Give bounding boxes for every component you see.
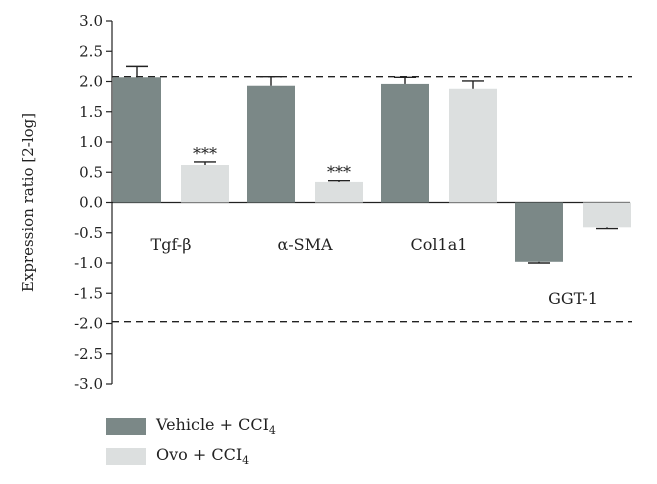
legend-label-vehicle: Vehicle + CCI4 (156, 414, 276, 438)
bar (515, 202, 563, 262)
bar-chart: 3.0 2.5 2.0 1.5 1.0 0.5 0.0 -0.5 -1.0 -1.5 -2.0 -2.… (19, 12, 632, 393)
legend-item-vehicle: Vehicle + CCI4 (106, 414, 276, 438)
y-tick-label: -3.0 (74, 375, 103, 393)
legend-label-ovo: Ovo + CCI4 (156, 444, 250, 468)
legend-swatch-vehicle (106, 417, 146, 435)
significance-label: *** (327, 163, 351, 182)
category-label: GGT-1 (548, 289, 598, 308)
category-label: α-SMA (277, 235, 333, 254)
y-axis-label: Expression ratio [2-log] (19, 113, 37, 292)
category-label: Col1a1 (411, 235, 468, 254)
bar (247, 85, 295, 203)
y-tick-label: 1.0 (79, 133, 103, 151)
bar (381, 83, 429, 203)
y-tick-label: -1.5 (74, 284, 103, 302)
y-tick-label: 0.5 (79, 163, 103, 181)
bar (583, 202, 631, 228)
y-tick-label: -1.0 (74, 254, 103, 272)
y-tick-label: 2.0 (79, 73, 103, 91)
legend: Vehicle + CCI4 Ovo + CCI4 (106, 414, 276, 474)
legend-item-ovo: Ovo + CCI4 (106, 444, 276, 468)
y-tick-label: 0.0 (79, 194, 103, 212)
significance-label: *** (193, 144, 217, 163)
bar (449, 88, 497, 203)
y-tick-label: -2.5 (74, 345, 103, 363)
y-tick-label: -0.5 (74, 224, 103, 242)
bar (315, 181, 363, 203)
category-label: Tgf-β (151, 235, 192, 254)
bar (181, 164, 229, 203)
y-tick-label: 2.5 (79, 42, 103, 60)
y-tick-label: 1.5 (79, 103, 103, 121)
legend-swatch-ovo (106, 447, 146, 465)
y-tick-label: 3.0 (79, 12, 103, 30)
bar (113, 77, 161, 203)
y-tick-label: -2.0 (74, 315, 103, 333)
